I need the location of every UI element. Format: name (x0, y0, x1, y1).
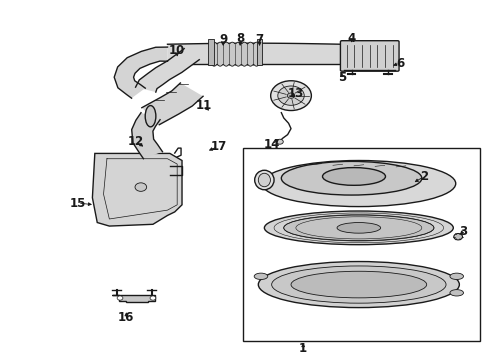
Text: 12: 12 (128, 135, 144, 148)
Text: 13: 13 (288, 87, 304, 100)
Ellipse shape (281, 161, 422, 195)
Text: 15: 15 (70, 197, 86, 210)
Text: 4: 4 (347, 32, 356, 45)
Bar (208, 39, 214, 65)
Text: 9: 9 (219, 33, 227, 46)
Circle shape (287, 93, 294, 98)
Circle shape (270, 81, 311, 111)
Ellipse shape (265, 211, 453, 245)
Text: 8: 8 (236, 32, 245, 45)
Bar (243, 148, 480, 341)
Text: 17: 17 (210, 140, 226, 153)
Circle shape (278, 86, 304, 105)
Text: 6: 6 (396, 57, 404, 69)
Polygon shape (112, 295, 155, 302)
Ellipse shape (254, 273, 268, 279)
Ellipse shape (450, 273, 464, 279)
FancyBboxPatch shape (341, 41, 399, 71)
Polygon shape (132, 113, 163, 159)
Polygon shape (211, 42, 260, 66)
Polygon shape (136, 49, 199, 92)
Polygon shape (93, 153, 182, 226)
Ellipse shape (450, 289, 464, 296)
Polygon shape (142, 83, 203, 125)
Circle shape (276, 139, 283, 144)
Circle shape (135, 183, 147, 192)
Text: 16: 16 (118, 311, 134, 324)
Ellipse shape (454, 234, 463, 240)
Ellipse shape (258, 261, 459, 307)
Ellipse shape (145, 105, 156, 127)
Ellipse shape (258, 173, 270, 187)
Circle shape (150, 296, 156, 300)
Ellipse shape (255, 170, 274, 190)
Ellipse shape (262, 161, 456, 207)
Text: 14: 14 (264, 138, 280, 151)
Bar (257, 39, 263, 65)
Ellipse shape (291, 271, 427, 298)
Text: 3: 3 (459, 225, 467, 238)
Text: 1: 1 (299, 342, 307, 355)
Text: 7: 7 (255, 33, 264, 46)
Ellipse shape (271, 266, 446, 303)
Text: 2: 2 (420, 170, 428, 183)
Text: 10: 10 (169, 44, 185, 57)
Ellipse shape (337, 222, 381, 233)
Ellipse shape (284, 215, 434, 240)
Polygon shape (114, 47, 168, 98)
Text: 11: 11 (196, 99, 212, 112)
Text: 5: 5 (338, 71, 346, 84)
Ellipse shape (322, 168, 386, 185)
Circle shape (117, 296, 123, 300)
Polygon shape (168, 43, 342, 64)
